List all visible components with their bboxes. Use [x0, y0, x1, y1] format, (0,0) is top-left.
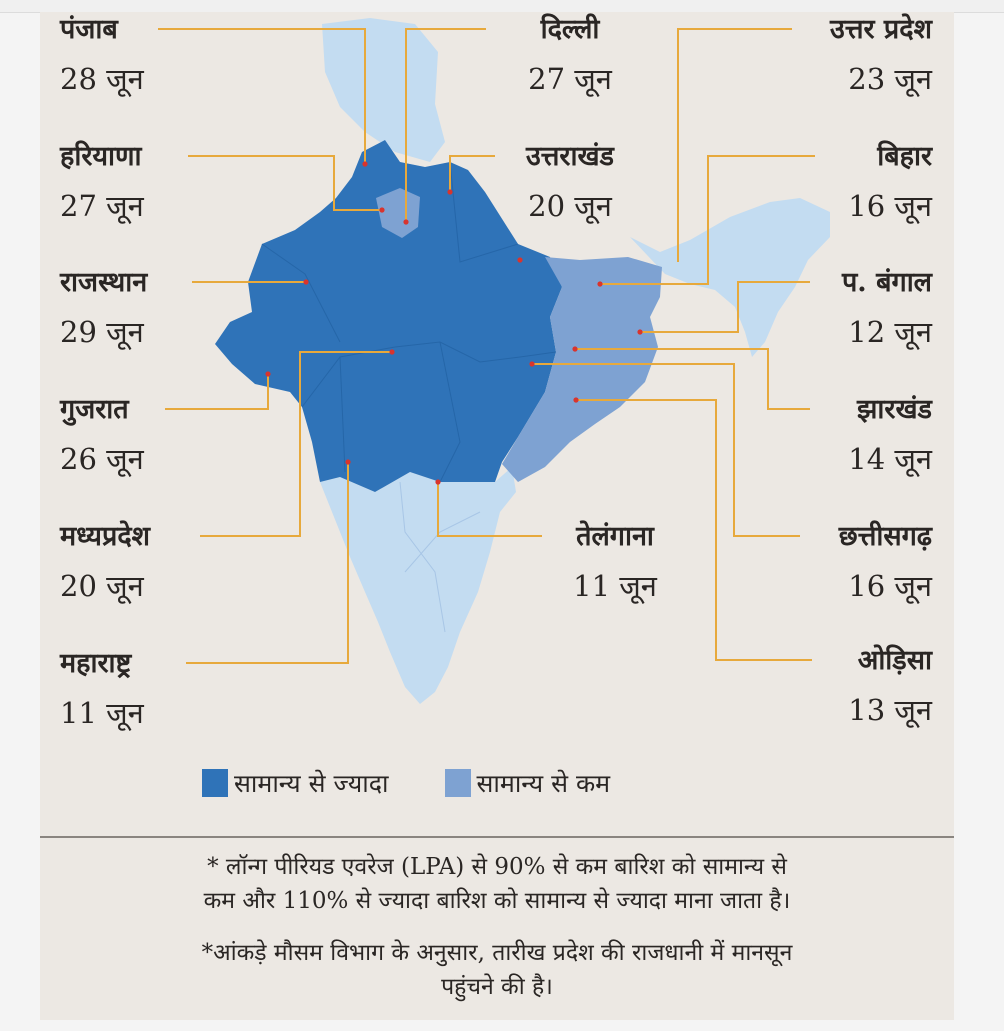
marker-maharashtra — [345, 459, 351, 465]
state-boundaries — [261, 161, 557, 483]
state-name: झारखंड — [857, 394, 932, 425]
region-below-normal-delhi — [376, 188, 420, 238]
state-name: ओड़िसा — [857, 645, 932, 676]
state-name: छत्तीसगढ़ — [838, 521, 932, 552]
label-uttar-pradesh: उत्तर प्रदेश 23 जून — [830, 14, 932, 96]
footnote-source: *आंकड़े मौसम विभाग के अनुसार, तारीख प्रद… — [60, 936, 934, 1004]
marker-chhattisgarh — [529, 361, 535, 367]
monsoon-date: 11 जून — [60, 696, 144, 730]
label-delhi: दिल्ली 27 जून — [495, 14, 645, 96]
footnote-lpa: * लॉन्ग पीरियड एवरेज (LPA) से 90% से कम … — [60, 850, 934, 918]
marker-uttarakhand — [447, 189, 453, 195]
label-haryana: हरियाणा 27 जून — [60, 141, 144, 223]
marker-rajasthan — [303, 279, 309, 285]
label-madhya-pradesh: मध्यप्रदेश 20 जून — [60, 521, 150, 603]
state-name: राजस्थान — [60, 267, 148, 298]
region-below-normal — [502, 257, 662, 482]
marker-bihar — [597, 281, 603, 287]
state-name: उत्तर प्रदेश — [830, 14, 932, 45]
leader-lines — [158, 28, 815, 664]
region-other-north — [322, 18, 445, 162]
legend-swatch-below-normal — [444, 769, 471, 797]
footnote-line: पहुंचने की है। — [441, 974, 553, 1000]
label-maharashtra: महाराष्ट्र 11 जून — [60, 648, 144, 730]
monsoon-date: 27 जून — [60, 189, 144, 223]
marker-punjab — [362, 161, 368, 167]
monsoon-date: 28 जून — [60, 62, 144, 96]
footnote-line: * लॉन्ग पीरियड एवरेज (LPA) से 90% से कम … — [207, 854, 787, 880]
legend-item-below-normal: सामान्य से कम — [444, 766, 611, 800]
india-monsoon-map — [158, 18, 830, 704]
marker-uttar-pradesh — [517, 257, 523, 263]
label-telangana: तेलंगाना 11 जून — [540, 521, 690, 603]
monsoon-date: 12 जून — [848, 315, 932, 349]
marker-west-bengal — [637, 329, 643, 335]
monsoon-date: 29 जून — [60, 315, 144, 349]
footnote-line: *आंकड़े मौसम विभाग के अनुसार, तारीख प्रद… — [201, 940, 793, 966]
monsoon-date: 16 जून — [848, 569, 932, 603]
marker-delhi — [403, 219, 409, 225]
monsoon-date: 11 जून — [573, 569, 657, 603]
infographic-panel: पंजाब 28 जून हरियाणा 27 जून राजस्थान 29 … — [40, 12, 954, 1020]
monsoon-date: 20 जून — [528, 189, 612, 223]
legend-item-above-normal: सामान्य से ज्यादा — [202, 766, 389, 800]
monsoon-date: 26 जून — [60, 442, 144, 476]
map-legend: सामान्य से ज्यादा सामान्य से कम — [202, 766, 666, 800]
label-rajasthan: राजस्थान 29 जून — [60, 267, 147, 349]
monsoon-date: 20 जून — [60, 569, 144, 603]
region-above-normal — [215, 140, 562, 492]
state-name: दिल्ली — [540, 14, 600, 45]
monsoon-date: 27 जून — [528, 62, 612, 96]
label-bihar: बिहार 16 जून — [848, 141, 932, 223]
state-name: हरियाणा — [60, 141, 142, 172]
state-name: प. बंगाल — [841, 267, 932, 298]
label-gujarat: गुजरात 26 जून — [60, 394, 144, 476]
legend-swatch-above-normal — [202, 769, 228, 797]
marker-gujarat — [265, 371, 271, 377]
region-other-northeast — [630, 198, 830, 357]
state-name: उत्तराखंड — [525, 141, 615, 172]
state-name: तेलंगाना — [576, 521, 654, 552]
label-jharkhand: झारखंड 14 जून — [848, 394, 932, 476]
marker-odisha — [573, 397, 579, 403]
label-uttarakhand: उत्तराखंड 20 जून — [495, 141, 645, 223]
state-name: मध्यप्रदेश — [60, 521, 151, 552]
region-other-south — [320, 467, 516, 704]
footnote-line: कम और 110% से ज्यादा बारिश को सामान्य से… — [203, 888, 791, 914]
legend-label-above-normal: सामान्य से ज्यादा — [234, 769, 389, 798]
monsoon-date: 23 जून — [848, 62, 932, 96]
label-odisha: ओड़िसा 13 जून — [848, 645, 932, 727]
marker-telangana — [435, 479, 441, 485]
legend-label-below-normal: सामान्य से कम — [476, 769, 611, 798]
state-name: पंजाब — [60, 14, 118, 45]
monsoon-date: 16 जून — [848, 189, 932, 223]
marker-madhya-pradesh — [389, 349, 395, 355]
label-punjab: पंजाब 28 जून — [60, 14, 144, 96]
capital-markers — [265, 161, 643, 485]
state-name: गुजरात — [60, 394, 129, 425]
south-boundaries — [399, 481, 481, 633]
marker-haryana — [379, 207, 385, 213]
state-name: बिहार — [877, 141, 932, 172]
state-name: महाराष्ट्र — [60, 648, 132, 679]
label-chhattisgarh: छत्तीसगढ़ 16 जून — [839, 521, 932, 603]
monsoon-date: 14 जून — [848, 442, 932, 476]
marker-jharkhand — [572, 346, 578, 352]
monsoon-date: 13 जून — [848, 693, 932, 727]
label-west-bengal: प. बंगाल 12 जून — [842, 267, 932, 349]
section-divider — [40, 836, 954, 838]
